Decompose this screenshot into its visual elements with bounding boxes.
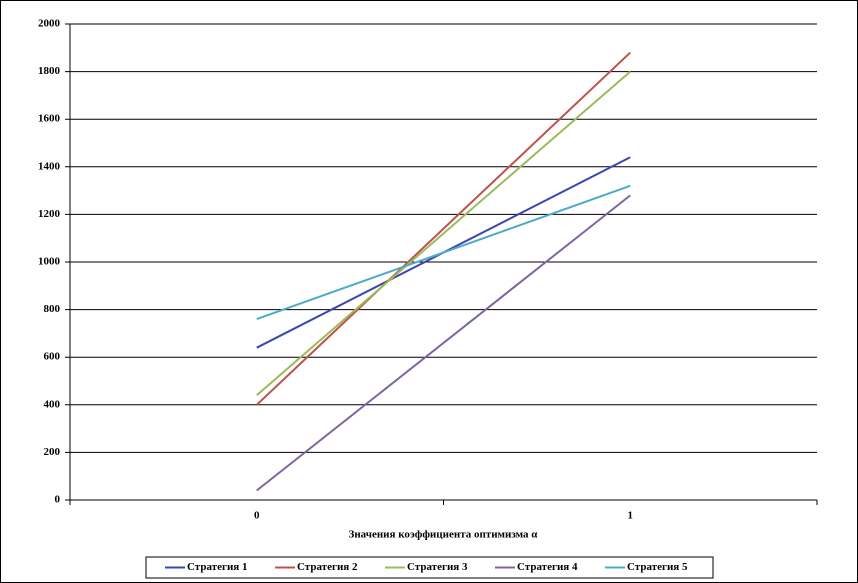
x-axis-title: Значения коэффициента оптимизма α [349, 529, 539, 541]
legend-box [145, 556, 714, 579]
y-tick-label: 1800 [38, 65, 61, 77]
y-tick-label: 2000 [38, 18, 61, 30]
y-tick-label: 1600 [38, 113, 61, 125]
y-tick-label: 600 [44, 351, 61, 363]
y-tick-label: 1400 [38, 160, 61, 172]
y-tick-label: 400 [44, 398, 61, 410]
legend-label: Стратегия 2 [297, 561, 358, 573]
y-tick-label: 200 [44, 446, 61, 458]
y-tick-label: 1200 [38, 208, 61, 220]
legend-label: Стратегия 1 [187, 561, 248, 573]
series-line [256, 194, 631, 492]
y-tick-label: 0 [55, 494, 61, 506]
series-line [256, 184, 631, 321]
x-tick-label: 0 [254, 510, 260, 522]
legend-label: Стратегия 5 [627, 561, 688, 573]
legend-label: Стратегия 4 [517, 561, 578, 573]
legend-label: Стратегия 3 [407, 561, 468, 573]
series-line [256, 70, 631, 397]
series-line [256, 51, 631, 406]
y-tick-label: 1000 [38, 256, 61, 268]
x-tick-label: 1 [628, 510, 634, 522]
y-tick-label: 800 [44, 303, 61, 315]
